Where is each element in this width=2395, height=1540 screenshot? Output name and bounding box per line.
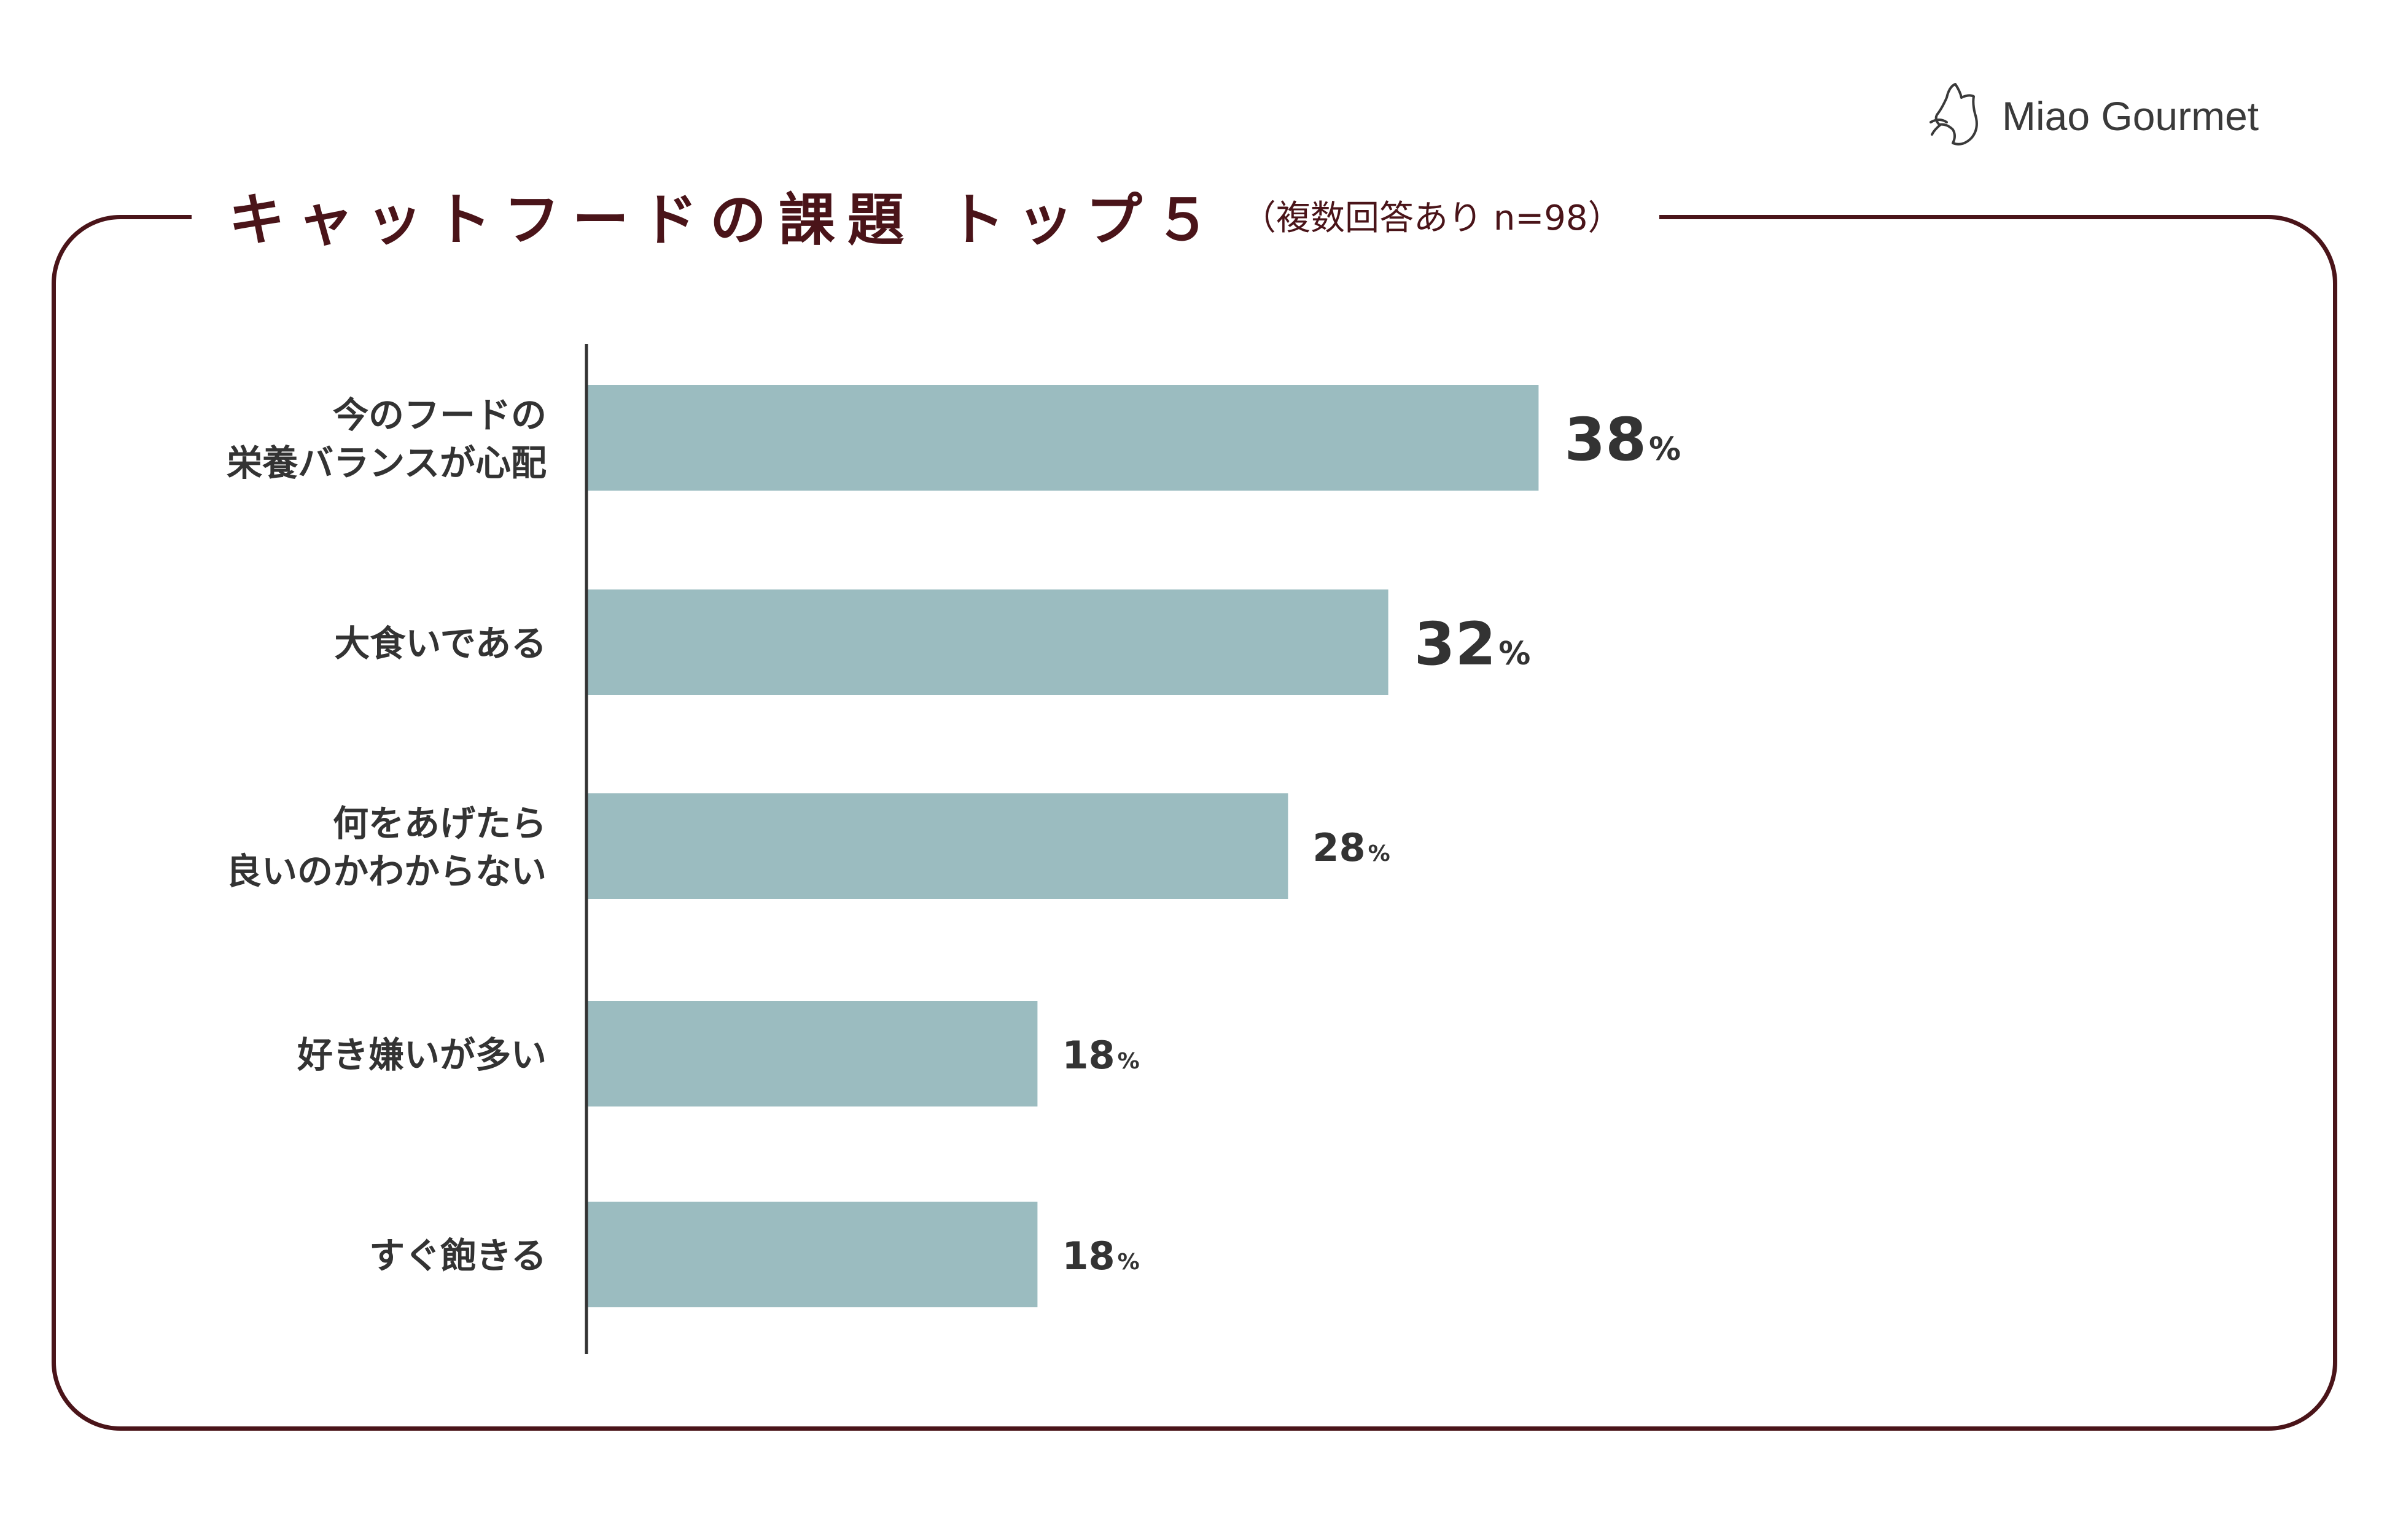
category-label: 良いのかわからない [226, 850, 547, 892]
value-unit: % [1118, 1049, 1140, 1074]
value-unit: % [1498, 636, 1530, 672]
category-label: 栄養バランスが心配 [227, 442, 547, 484]
value-label: 18% [1062, 1234, 1139, 1278]
bar [586, 793, 1288, 899]
value-label: 28% [1312, 825, 1390, 870]
bar [586, 385, 1539, 491]
value-unit: % [1118, 1250, 1140, 1275]
value-label: 18% [1062, 1033, 1139, 1078]
bar [586, 1001, 1038, 1106]
chart-subtitle: （複数回答あり n=98） [1242, 198, 1622, 238]
value-label: 38% [1564, 405, 1681, 474]
chart-title: キャットフードの課題 トップ５ [228, 187, 1224, 253]
category-label: 大食いである [334, 623, 547, 664]
value-label: 32% [1414, 610, 1531, 679]
value-unit: % [1368, 841, 1390, 866]
cat-head-icon [1930, 83, 1978, 146]
bar [586, 1202, 1038, 1307]
title-bar: キャットフードの課題 トップ５ （複数回答あり n=98） [192, 172, 1659, 258]
category-label: 好き嫌いが多い [297, 1034, 547, 1076]
brand-logo: Miao Gourmet [1928, 76, 2259, 156]
bar [586, 589, 1388, 695]
value-unit: % [1649, 431, 1681, 468]
category-label: 今のフードの [333, 394, 547, 436]
category-label: 何をあげたら [333, 803, 547, 844]
brand-name: Miao Gourmet [2002, 93, 2259, 139]
category-label: すぐ飽きる [369, 1235, 547, 1277]
